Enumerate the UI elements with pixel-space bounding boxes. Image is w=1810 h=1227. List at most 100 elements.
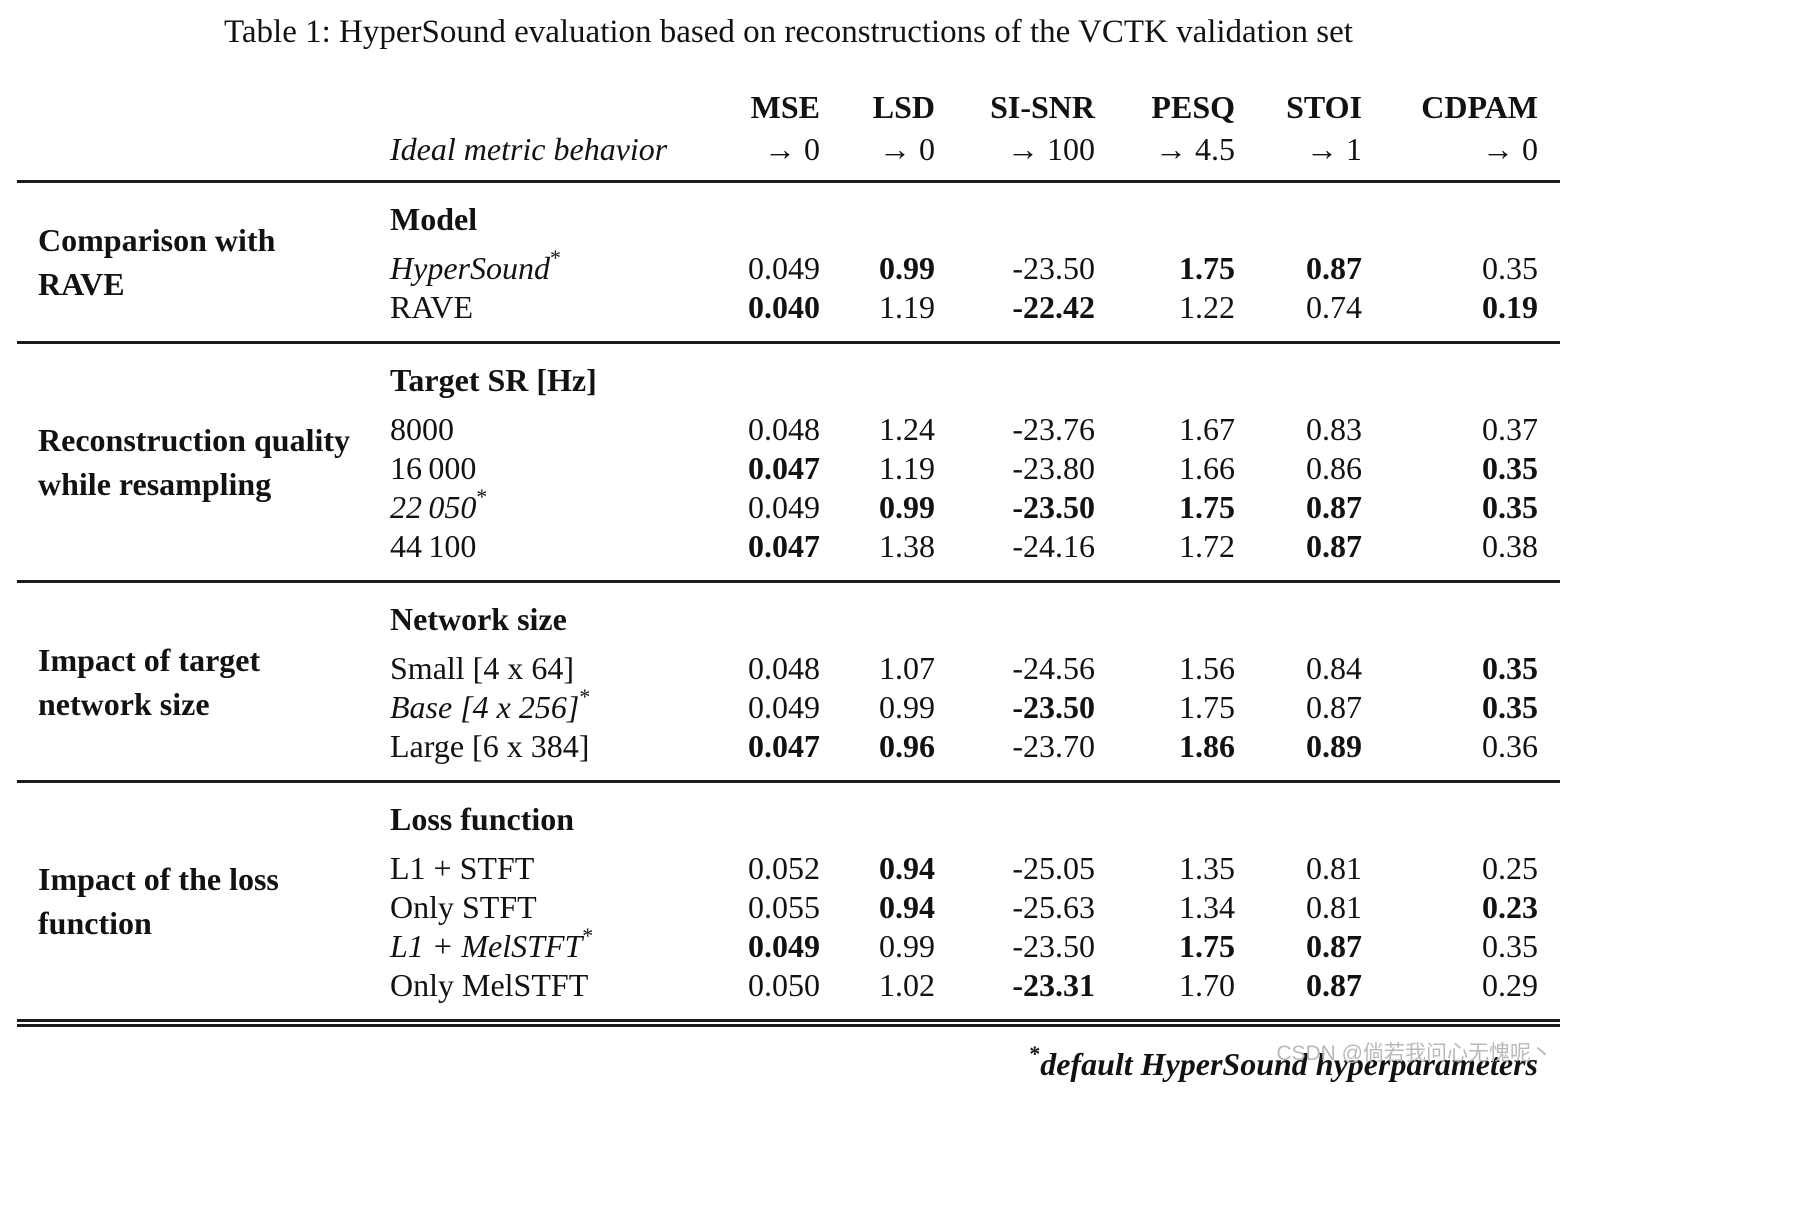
metric-value: 0.86 — [1306, 450, 1362, 486]
metric-value: 0.36 — [1482, 728, 1538, 764]
row-label: Base [4 x 256]* — [390, 685, 591, 725]
table-section: Comparison with RAVE Model HyperSound* 0.04… — [17, 181, 1560, 343]
metric-value: 0.040 — [748, 289, 820, 325]
metric-value: 0.87 — [1306, 528, 1362, 564]
table-footnote: *default HyperSound hyperparameters — [17, 1042, 1560, 1083]
metric-value: 0.048 — [748, 650, 820, 686]
spacer-cell — [17, 128, 390, 182]
metric-value: 1.38 — [879, 528, 935, 564]
metric-value: 1.75 — [1179, 489, 1235, 525]
watermark: CSDN @倘若我问心无愧呢丶 — [1276, 1042, 1552, 1065]
metric-value: 0.049 — [748, 250, 820, 286]
metric-value: -23.50 — [1012, 489, 1095, 525]
metric-value: 0.35 — [1482, 489, 1538, 525]
metric-value: 0.81 — [1306, 850, 1362, 886]
metric-value: 0.87 — [1306, 967, 1362, 1003]
metric-value: 0.35 — [1482, 250, 1538, 286]
table-row: Large [6 x 384] 0.047 0.96 -23.70 1.86 0.89 0.… — [17, 727, 1560, 782]
column-header-sisnr: SI-SNR — [990, 89, 1095, 125]
metric-value: 1.35 — [1179, 850, 1235, 886]
metric-value: 1.56 — [1179, 650, 1235, 686]
row-label: Large [6 x 384] — [390, 728, 590, 764]
metric-value: -24.16 — [1012, 528, 1095, 564]
metric-value: -23.76 — [1012, 411, 1095, 447]
metric-value: 0.047 — [748, 450, 820, 486]
metric-value: 0.35 — [1482, 928, 1538, 964]
metric-value: 0.87 — [1306, 689, 1362, 725]
column-header-stoi: STOI — [1286, 89, 1362, 125]
results-table: MSE LSD SI-SNR PESQ STOI CDPAM Ideal met… — [17, 86, 1560, 1027]
ideal-behavior-value: → 0 — [1482, 131, 1538, 167]
metric-value: 0.047 — [748, 528, 820, 564]
metric-value: -23.50 — [1012, 250, 1095, 286]
metric-value: 0.25 — [1482, 850, 1538, 886]
metric-value: 0.87 — [1306, 250, 1362, 286]
ideal-behavior-value: → 1 — [1306, 131, 1362, 167]
default-config-star: * — [582, 924, 594, 949]
table-row: Small [4 x 64] 0.048 1.07 -24.56 1.56 0.84 0.3… — [17, 649, 1560, 688]
table-header: MSE LSD SI-SNR PESQ STOI CDPAM Ideal met… — [17, 86, 1560, 182]
metric-value: -23.80 — [1012, 450, 1095, 486]
ideal-behavior-row: Ideal metric behavior → 0 → 0 → 100 → 4.… — [17, 128, 1560, 182]
row-label: RAVE — [390, 289, 473, 325]
metric-value: 0.99 — [879, 250, 935, 286]
metric-value: 0.35 — [1482, 650, 1538, 686]
metric-value: 0.84 — [1306, 650, 1362, 686]
table-row: 8000 0.048 1.24 -23.76 1.67 0.83 0.37 — [17, 410, 1560, 449]
section-subheader: Model — [390, 201, 478, 237]
table-row: Only STFT 0.055 0.94 -25.63 1.34 0.81 0.23 — [17, 888, 1560, 927]
metric-value: 0.35 — [1482, 450, 1538, 486]
metric-value: 0.38 — [1482, 528, 1538, 564]
row-label: Only MelSTFT — [390, 967, 589, 1003]
group-label: Reconstruction quality while resampling — [38, 422, 350, 502]
metric-value: 0.94 — [879, 889, 935, 925]
table-row: Only MelSTFT 0.050 1.02 -23.31 1.70 0.87 0.29 — [17, 966, 1560, 1023]
metric-value: 0.052 — [748, 850, 820, 886]
metric-value: 0.049 — [748, 928, 820, 964]
metric-value: 0.047 — [748, 728, 820, 764]
metric-value: 1.19 — [879, 289, 935, 325]
metric-value: 0.19 — [1482, 289, 1538, 325]
section-subheader-row: Reconstruction quality while resampling T… — [17, 343, 1560, 502]
table-row: 16 000 0.047 1.19 -23.80 1.66 0.86 0.35 — [17, 449, 1560, 488]
table-section: Impact of target network size Network siz… — [17, 581, 1560, 782]
metric-value: 1.24 — [879, 411, 935, 447]
metric-value: 1.75 — [1179, 928, 1235, 964]
metric-value: 0.89 — [1306, 728, 1362, 764]
section-subheader: Loss function — [390, 801, 575, 837]
group-label: Comparison with RAVE — [38, 222, 276, 302]
metric-value: 1.86 — [1179, 728, 1235, 764]
table-row: 44 100 0.047 1.38 -24.16 1.72 0.87 0.38 — [17, 527, 1560, 582]
row-label: L1 + STFT — [390, 850, 535, 886]
footnote-text: default HyperSound hyperparameters — [1040, 1046, 1538, 1082]
metric-value: -25.05 — [1012, 850, 1095, 886]
section-subheader-row: Impact of the loss function Loss function — [17, 782, 1560, 941]
group-label: Impact of target network size — [38, 641, 261, 722]
metric-value: 0.048 — [748, 411, 820, 447]
metric-value: 0.94 — [879, 850, 935, 886]
section-subheader: Network size — [390, 601, 567, 637]
metric-value: 1.75 — [1179, 689, 1235, 725]
metric-value: 1.70 — [1179, 967, 1235, 1003]
metric-value: 0.74 — [1306, 289, 1362, 325]
column-header-row: MSE LSD SI-SNR PESQ STOI CDPAM — [17, 86, 1560, 128]
metric-value: 0.050 — [748, 967, 820, 1003]
metric-value: 0.99 — [879, 489, 935, 525]
row-label: L1 + MelSTFT* — [390, 924, 594, 964]
table-section: Reconstruction quality while resampling T… — [17, 342, 1560, 582]
metric-value: -23.50 — [1012, 928, 1095, 964]
metric-value: 1.66 — [1179, 450, 1235, 486]
ideal-behavior-value: → 100 — [1007, 131, 1095, 167]
table-row: L1 + STFT 0.052 0.94 -25.05 1.35 0.81 0.25 — [17, 849, 1560, 888]
footnote-star: * — [1029, 1042, 1041, 1067]
metric-value: 1.22 — [1179, 289, 1235, 325]
column-header-mse: MSE — [750, 89, 820, 125]
table-row: 22 050* 0.049 0.99 -23.50 1.75 0.87 0.35 — [17, 486, 1560, 527]
metric-value: 1.34 — [1179, 889, 1235, 925]
table-caption: Table 1: HyperSound evaluation based on … — [224, 14, 1353, 50]
metric-value: -23.31 — [1012, 967, 1095, 1003]
metric-value: 1.19 — [879, 450, 935, 486]
metric-value: -23.70 — [1012, 728, 1095, 764]
table-row: RAVE 0.040 1.19 -22.42 1.22 0.74 0.19 — [17, 288, 1560, 343]
metric-value: 0.049 — [748, 689, 820, 725]
